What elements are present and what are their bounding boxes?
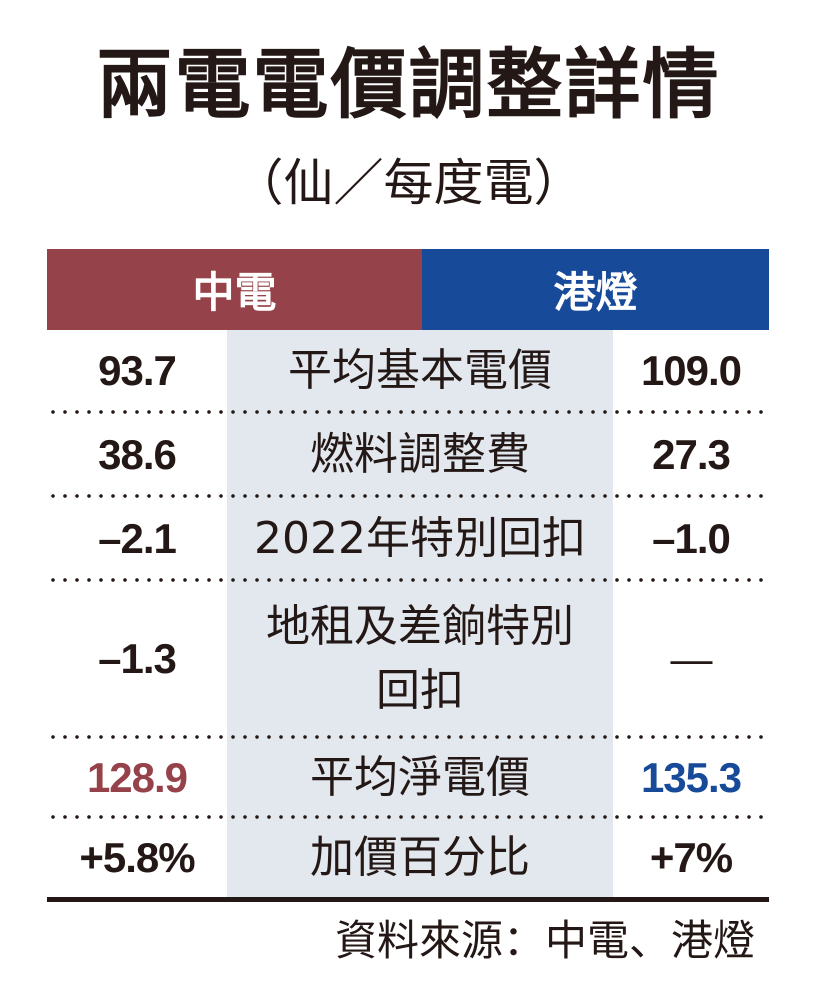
table-row: +5.8% 加價百分比 +7% (47, 819, 769, 897)
table-row: 128.9 平均淨電價 135.3 (47, 739, 769, 817)
clp-net-value: 128.9 (86, 754, 188, 801)
hke-value: 109.0 (640, 347, 742, 394)
row-label: 2022年特別回扣 (254, 513, 586, 564)
header-clp: 中電 (47, 249, 422, 330)
dotted-divider (47, 815, 769, 819)
bottom-rule (47, 897, 769, 902)
table-row: 38.6 燃料調整費 27.3 (47, 414, 769, 496)
header-hk-electric: 港燈 (422, 249, 769, 330)
dotted-divider (47, 494, 769, 498)
page-title: 兩電電價調整詳情 (96, 40, 721, 129)
table-row: –1.3 地租及差餉特別 回扣 — (47, 582, 769, 736)
clp-value: 38.6 (98, 431, 177, 478)
row-label-line1: 地租及差餉特別 (266, 601, 574, 652)
hke-value: — (670, 635, 713, 682)
clp-value: –2.1 (98, 515, 177, 562)
dotted-divider (47, 735, 769, 739)
hke-net-value: 135.3 (640, 754, 742, 801)
hke-value: +7% (649, 834, 733, 881)
table-row: 93.7 平均基本電價 109.0 (47, 330, 769, 412)
clp-value: +5.8% (79, 834, 195, 881)
source-note: 資料來源：中電、港燈 (334, 916, 755, 965)
hke-value: 27.3 (652, 431, 731, 478)
hke-value: –1.0 (652, 515, 731, 562)
dotted-divider (47, 410, 769, 414)
dotted-divider (47, 578, 769, 582)
label-column-background (227, 330, 613, 897)
row-label: 平均淨電價 (310, 752, 530, 803)
row-label: 平均基本電價 (288, 345, 552, 396)
clp-value: –1.3 (98, 635, 177, 682)
clp-value: 93.7 (98, 347, 177, 394)
row-label: 地租及差餉特別 回扣 (227, 595, 613, 723)
table-row: –2.1 2022年特別回扣 –1.0 (47, 498, 769, 580)
unit-subtitle: （仙／每度電） (233, 154, 584, 212)
row-label: 燃料調整費 (310, 429, 530, 480)
row-label-line2: 回扣 (376, 665, 464, 716)
row-label: 加價百分比 (310, 832, 530, 883)
